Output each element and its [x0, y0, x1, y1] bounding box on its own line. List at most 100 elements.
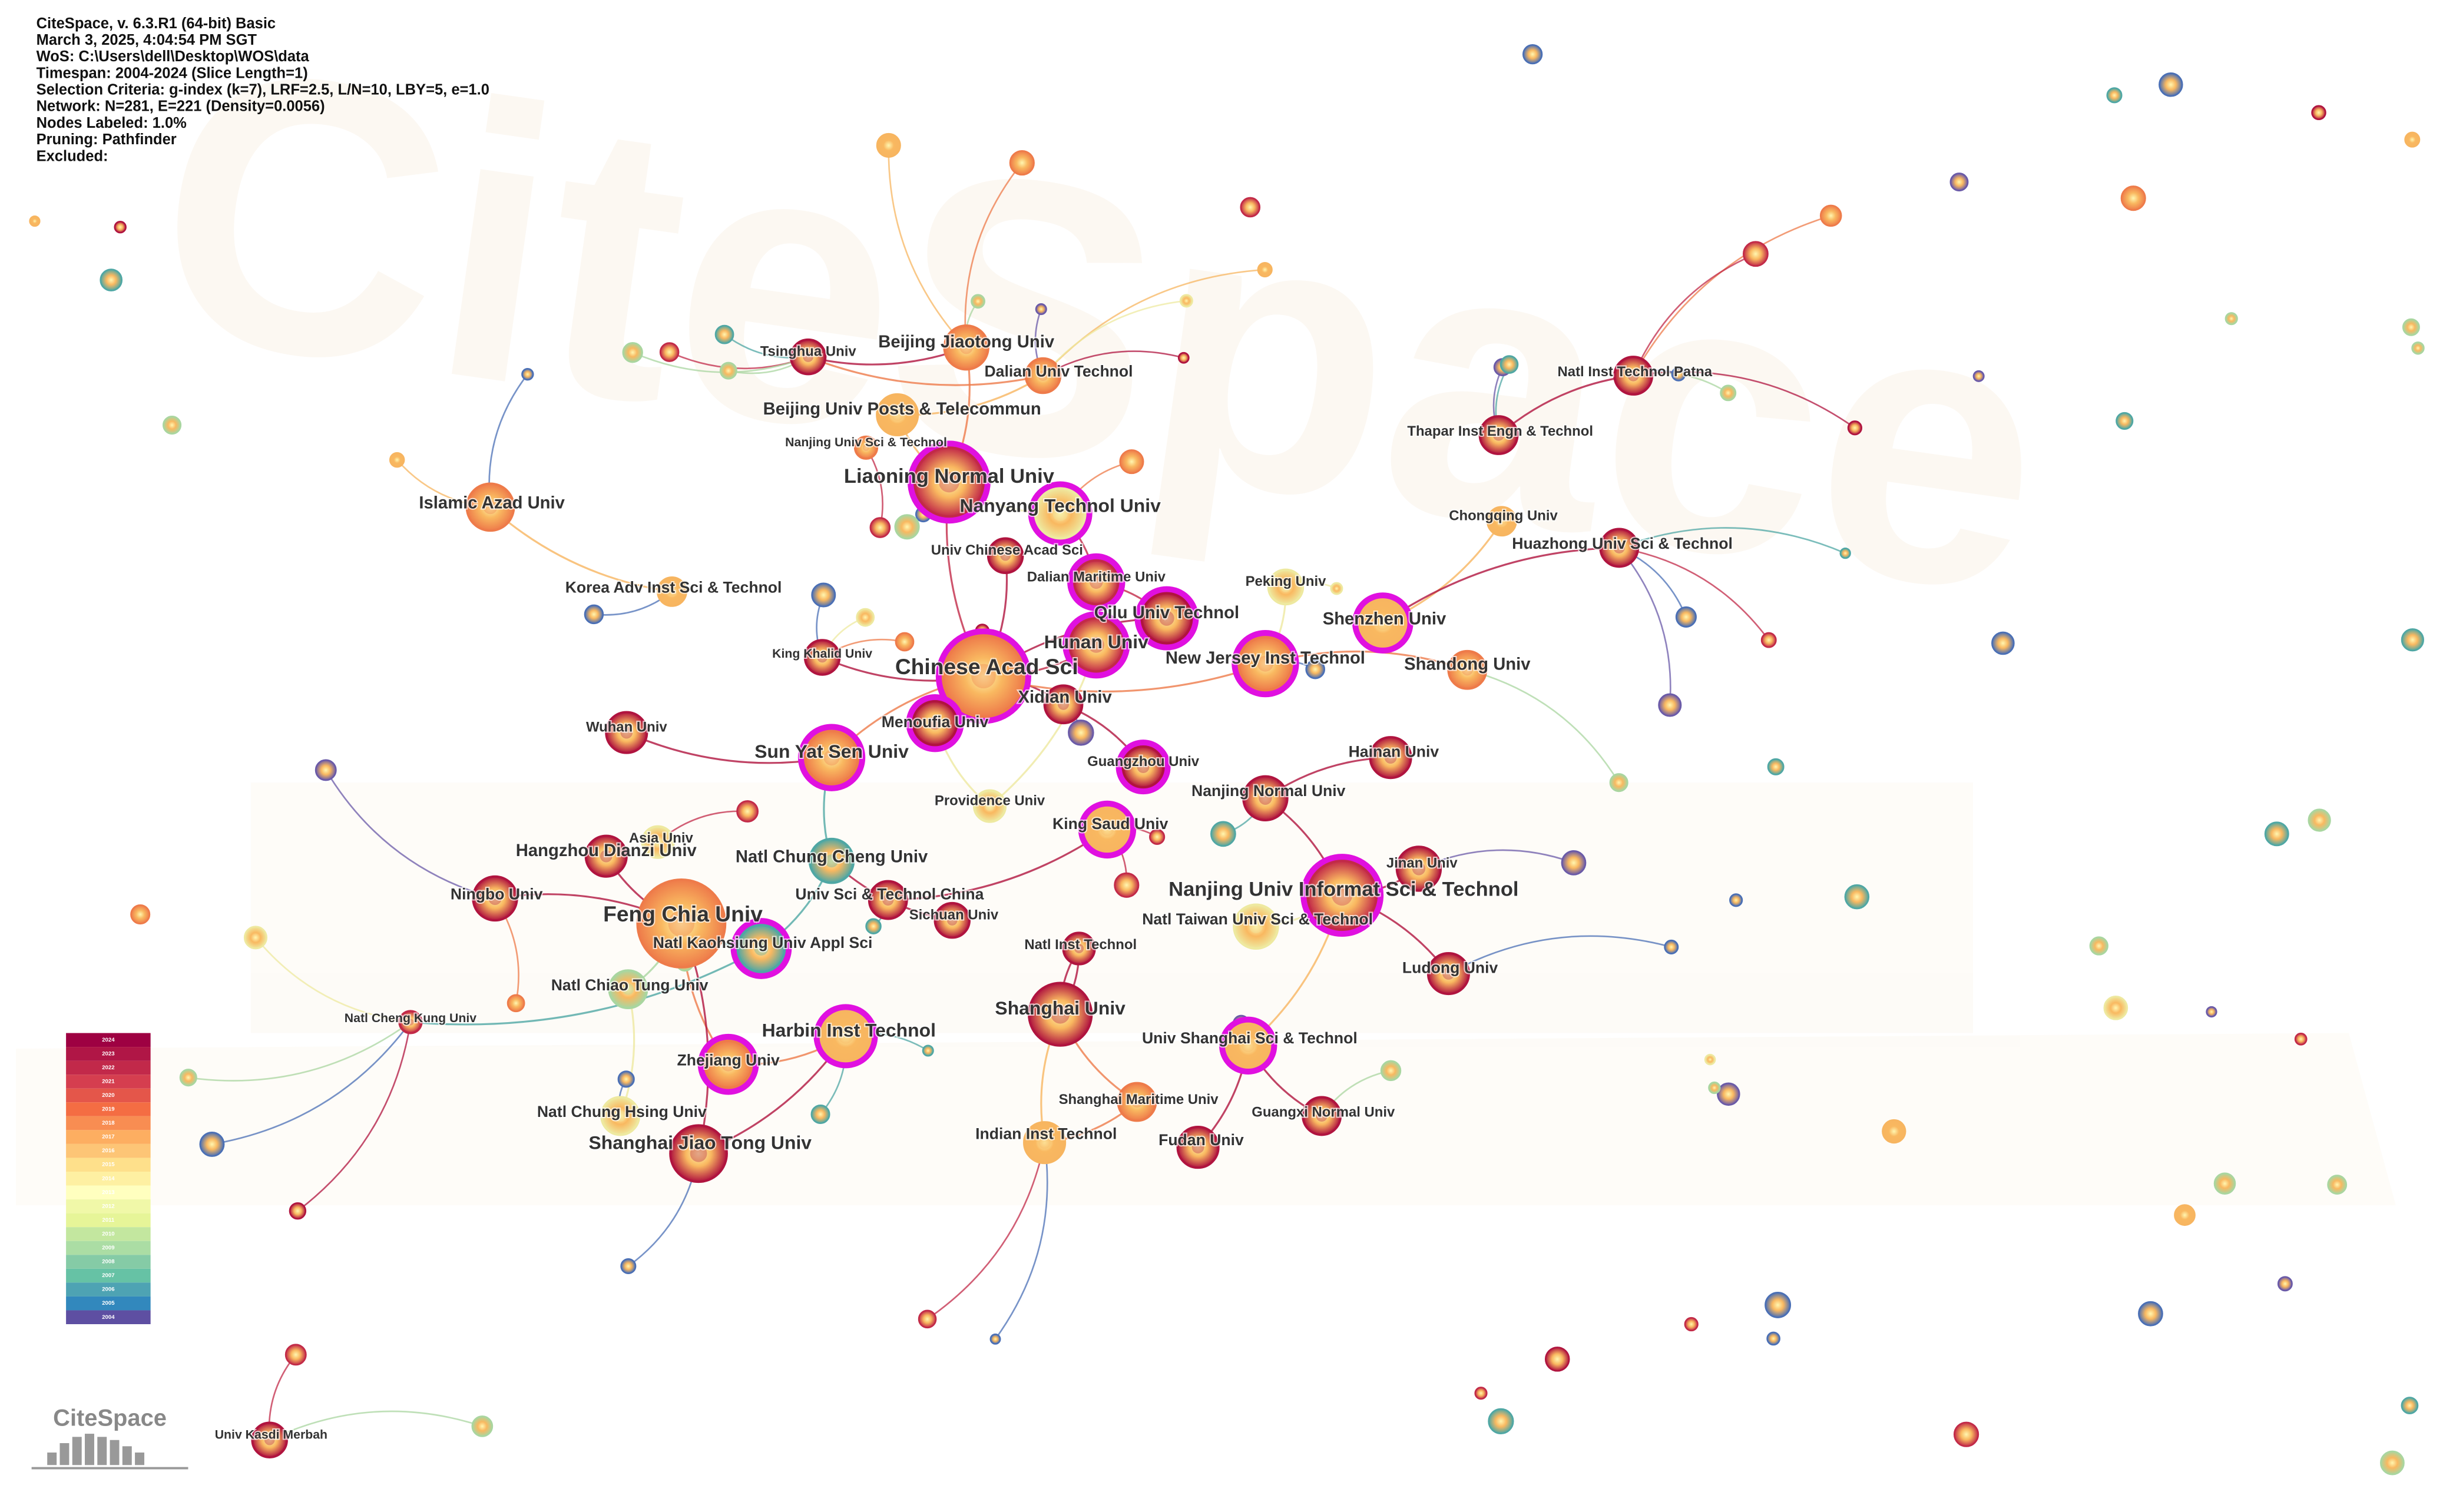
node-label: Huazhong Univ Sci & Technol [1512, 535, 1733, 552]
legend-swatch [66, 1130, 151, 1144]
burst-ring [1300, 854, 1384, 937]
node-core [1052, 506, 1068, 521]
node-core [817, 652, 827, 663]
minor-node [2138, 1301, 2163, 1327]
node-core [1492, 429, 1505, 441]
minor-node [2264, 821, 2289, 847]
node-label: Zhejiang Univ [677, 1051, 779, 1069]
node-label: Natl Inst Technol Patna [1558, 364, 1713, 380]
legend-swatch [66, 1143, 151, 1158]
node [1302, 1096, 1342, 1136]
burst-ring [797, 724, 866, 791]
minor-node [2213, 1172, 2236, 1195]
minor-node [1717, 1082, 1740, 1106]
node [1369, 736, 1412, 780]
node-label: King Khalid Univ [772, 646, 872, 661]
year-legend: 2024 2023 2022 2021 2020 2019 2018 2017 2016 2015… [66, 1033, 151, 1324]
node [465, 482, 515, 532]
minor-node [2159, 72, 2183, 97]
burst-ring [907, 440, 991, 524]
minor-node [2401, 1397, 2419, 1414]
legend-swatch [66, 1102, 151, 1116]
minor-node [1882, 1119, 1906, 1144]
minor-node [1474, 1387, 1488, 1400]
node-label: Thapar Inst Engn & Technol [1407, 423, 1593, 439]
node-label: Chinese Acad Sci [895, 654, 1078, 679]
node-core [1497, 517, 1507, 526]
node-label: Nanjing Normal Univ [1191, 782, 1346, 800]
legend-swatch [66, 1282, 151, 1297]
node-label: Feng Chia Univ [603, 901, 763, 926]
minor-node [989, 1333, 1001, 1345]
node-core [1375, 616, 1390, 630]
header-line: WoS: C:\Users\dell\Desktop\WOS\data [37, 48, 310, 65]
minor-node [1499, 355, 1519, 374]
node [605, 711, 648, 754]
legend-swatch [66, 1075, 151, 1089]
minor-node [622, 341, 643, 363]
minor-node [1210, 821, 1236, 847]
minor-node [289, 1202, 307, 1220]
node-core [1442, 967, 1455, 980]
node-label: Sun Yat Sen Univ [754, 741, 909, 762]
node-core [1074, 944, 1084, 953]
minor-node [1330, 582, 1343, 595]
header-line: Selection Criteria: g-index (k=7), LRF=2… [37, 82, 489, 98]
node-label: Natl Cheng Kung Univ [345, 1011, 476, 1025]
node [1426, 951, 1471, 996]
node [600, 1096, 641, 1136]
minor-node [1949, 173, 1969, 192]
node-label: Jinan Univ [1386, 856, 1458, 871]
edge [211, 1022, 412, 1145]
edge [325, 770, 495, 900]
node-core [1191, 1141, 1204, 1153]
node-core [1088, 636, 1104, 653]
legend-year: 2011 [102, 1217, 115, 1223]
node-core [1316, 1110, 1328, 1122]
legend-swatch [66, 1296, 151, 1311]
minor-node [29, 215, 41, 227]
node-label: Sichuan Univ [909, 907, 999, 923]
legend-swatch [66, 1185, 151, 1200]
node-core [1051, 1004, 1070, 1024]
legend-year: 2017 [102, 1134, 114, 1140]
minor-node [1305, 659, 1325, 679]
burst-ring [1134, 586, 1199, 651]
node [1024, 357, 1062, 394]
node [1176, 1126, 1220, 1169]
burst-ring [935, 628, 1032, 724]
node-core [1090, 575, 1103, 589]
legend-year: 2019 [102, 1106, 114, 1113]
minor-node [1114, 872, 1140, 898]
legend-swatch [66, 1199, 151, 1213]
node-label: Nanjing Univ Informat Sci & Technol [1168, 878, 1518, 901]
minor-node [1522, 44, 1543, 65]
legend-year: 2006 [102, 1286, 114, 1293]
legend-year: 2004 [102, 1314, 115, 1321]
legend-year: 2016 [102, 1148, 114, 1154]
header-line: Nodes Labeled: 1.0% [37, 115, 187, 131]
node [912, 699, 958, 747]
node [1599, 528, 1640, 568]
minor-node [1240, 197, 1261, 218]
node [1306, 860, 1378, 931]
minor-node [2224, 312, 2238, 326]
minor-node [2277, 1276, 2293, 1292]
node-core [838, 1029, 853, 1044]
node-label: Liaoning Normal Univ [844, 465, 1055, 488]
node-label: Asia Univ [629, 830, 694, 846]
minor-node [856, 608, 875, 627]
node-label: Natl Chung Cheng Univ [736, 848, 928, 867]
node-label: Shanghai Maritime Univ [1059, 1092, 1219, 1108]
node-core [1257, 655, 1273, 672]
node-core [488, 891, 502, 906]
edge [807, 356, 1044, 386]
node-label: Tsinghua Univ [760, 343, 857, 359]
node-label: Shanghai Jiao Tong Univ [588, 1132, 812, 1153]
node [1358, 598, 1408, 648]
minor-node [2206, 1006, 2217, 1018]
node [803, 730, 860, 785]
minor-node [1760, 632, 1777, 648]
node-core [1384, 751, 1397, 764]
minor-node [1819, 204, 1842, 227]
